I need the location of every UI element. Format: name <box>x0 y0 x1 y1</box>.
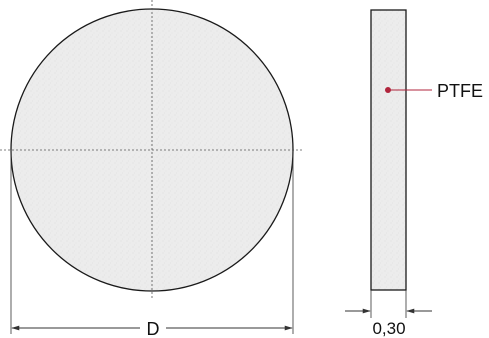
thickness-label: 0,30 <box>372 319 405 338</box>
diameter-dimension: D <box>10 150 294 338</box>
material-label: PTFE <box>437 81 483 101</box>
callout-dot <box>385 87 391 93</box>
disc-front-view <box>0 0 302 300</box>
diameter-label: D <box>147 319 160 338</box>
side-view <box>370 9 407 291</box>
thickness-dimension: 0,30 <box>345 290 432 338</box>
plate-side-outline <box>370 9 407 291</box>
material-callout: PTFE <box>385 81 483 101</box>
